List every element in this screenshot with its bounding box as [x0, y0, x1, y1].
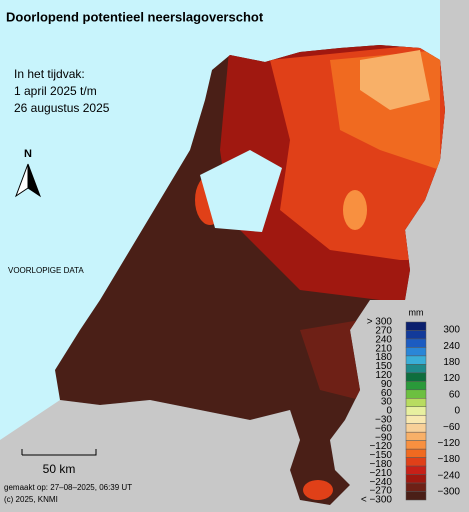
legend-label: −270 — [369, 486, 392, 497]
field — [300, 320, 360, 400]
legend-label: 210 — [375, 343, 392, 354]
legend-swatch — [405, 482, 427, 492]
footer: (c) 2025, KNMI — [4, 495, 58, 504]
legend-swatch — [405, 355, 427, 365]
legend-swatch — [405, 364, 427, 374]
legend-label: 120 — [375, 370, 392, 381]
legend-swatch — [405, 414, 427, 424]
scale-bar — [21, 449, 97, 456]
legend-swatch — [405, 330, 427, 340]
legend-label: 60 — [449, 389, 461, 400]
legend-label: 150 — [375, 361, 392, 372]
period: 26 augustus 2025 — [14, 101, 110, 115]
legend-swatch — [405, 406, 427, 416]
legend-label: −90 — [375, 432, 392, 443]
period: 1 april 2025 t/m — [14, 84, 97, 98]
legend-label: 180 — [375, 352, 392, 363]
legend-label: 0 — [454, 406, 460, 417]
legend-swatch — [405, 440, 427, 450]
legend-swatch — [405, 423, 427, 433]
legend-swatch — [405, 448, 427, 458]
title: Doorlopend potentieel neerslagoverschot — [6, 9, 264, 24]
legend-swatch — [405, 381, 427, 391]
lake — [200, 150, 282, 232]
legend-label: < −300 — [361, 495, 393, 506]
scale-label: 50 km — [43, 462, 76, 476]
footer: gemaakt op: 27–08–2025, 06:39 UT — [4, 483, 132, 492]
north-label: N — [24, 148, 32, 160]
north-arrow — [14, 163, 29, 198]
field — [360, 50, 430, 110]
legend-label: 30 — [381, 397, 393, 408]
field — [343, 190, 367, 230]
legend-swatch — [405, 321, 427, 331]
legend-label: 240 — [443, 341, 460, 352]
legend-label: −120 — [437, 438, 460, 449]
legend-swatch — [405, 372, 427, 382]
legend-label: −60 — [443, 422, 460, 433]
legend-label: −240 — [369, 477, 392, 488]
legend-swatch — [405, 457, 427, 467]
legend: mm > 3002702402101801501209060300−30−60−… — [361, 307, 461, 505]
legend-label: 120 — [443, 373, 460, 384]
legend-label: > 300 — [367, 317, 393, 328]
legend-label: −30 — [375, 415, 392, 426]
legend-label: −210 — [369, 468, 392, 479]
legend-label: −240 — [437, 470, 460, 481]
legend-swatch — [405, 474, 427, 484]
legend-unit: mm — [409, 307, 424, 317]
legend-swatch — [405, 338, 427, 348]
period: In het tijdvak: — [14, 67, 85, 81]
field — [303, 480, 333, 500]
legend-swatch — [405, 465, 427, 475]
legend-label: 270 — [375, 326, 392, 337]
legend-label: 180 — [443, 357, 460, 368]
legend-label: 300 — [443, 325, 460, 336]
legend-label: −180 — [437, 454, 460, 465]
legend-swatch — [405, 347, 427, 357]
legend-label: −180 — [369, 459, 392, 470]
notice: VOORLOPIGE DATA — [8, 266, 84, 275]
legend-swatch — [405, 389, 427, 399]
legend-label: 240 — [375, 334, 392, 345]
legend-swatch — [405, 431, 427, 441]
legend-label: −60 — [375, 423, 392, 434]
legend-label: 0 — [386, 406, 392, 417]
legend-label: −150 — [369, 450, 392, 461]
legend-swatch — [405, 398, 427, 408]
legend-label: −120 — [369, 441, 392, 452]
legend-swatch — [405, 491, 427, 501]
legend-label: 60 — [381, 388, 393, 399]
legend-label: −300 — [437, 487, 460, 498]
legend-label: 90 — [381, 379, 393, 390]
